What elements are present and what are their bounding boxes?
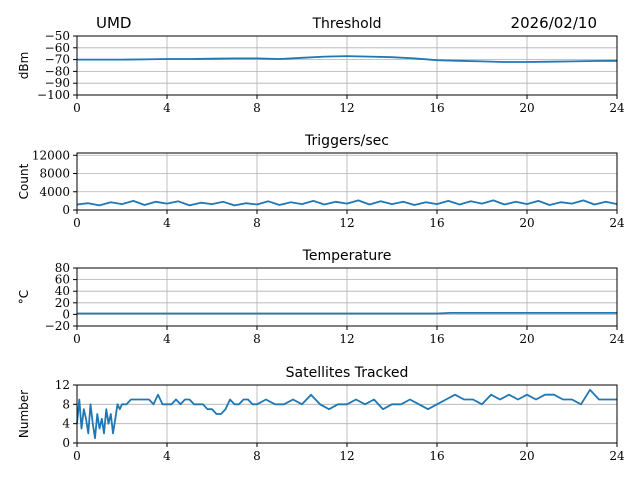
temperature-xtick-label-2: 8 xyxy=(253,332,261,346)
station-label: UMD xyxy=(96,14,131,32)
triggers-xtick-label-3: 12 xyxy=(339,216,354,230)
threshold-series-line-0 xyxy=(77,55,618,63)
threshold-xtick-label-1: 4 xyxy=(163,101,171,115)
satellites-ylabel: Number xyxy=(17,390,31,438)
temperature-ytick-label-1: 0 xyxy=(62,307,70,321)
threshold-xtick-label-4: 16 xyxy=(429,101,444,115)
triggers-xtick-label-4: 16 xyxy=(429,216,444,230)
temperature-title: Temperature xyxy=(302,248,392,264)
triggers-ytick-label-2: 8000 xyxy=(39,167,70,181)
triggers-panel: 0 4 8 12 16 20 24 0 4000 8000 12000 Triggers/sec Cou… xyxy=(17,133,625,230)
satellites-ytick-label-1: 4 xyxy=(62,417,70,431)
triggers-xtick-label-6: 24 xyxy=(609,216,625,230)
threshold-xtick-label-0: 0 xyxy=(73,101,81,115)
threshold-ytick-label-3: −70 xyxy=(45,53,70,67)
triggers-xtick-label-5: 20 xyxy=(519,216,534,230)
triggers-xtick-label-0: 0 xyxy=(73,216,81,230)
satellites-xtick-label-3: 12 xyxy=(339,449,354,463)
threshold-ytick-label-4: −60 xyxy=(45,41,70,55)
temperature-xtick-label-1: 4 xyxy=(163,332,171,346)
satellites-xtick-label-6: 24 xyxy=(609,449,625,463)
satellites-xtick-label-4: 16 xyxy=(429,449,444,463)
threshold-ytick-label-2: −80 xyxy=(45,64,70,78)
temperature-xtick-label-6: 24 xyxy=(609,332,625,346)
temperature-xtick-label-0: 0 xyxy=(73,332,81,346)
temperature-ylabel: °C xyxy=(17,290,31,304)
temperature-xtick-label-4: 16 xyxy=(429,332,444,346)
threshold-ylabel: dBm xyxy=(17,52,31,80)
date-label: 2026/02/10 xyxy=(511,14,597,32)
threshold-xtick-label-6: 24 xyxy=(609,101,625,115)
satellites-xtick-label-2: 8 xyxy=(253,449,261,463)
triggers-ytick-label-1: 4000 xyxy=(39,185,70,199)
triggers-ylabel: Count xyxy=(17,163,31,199)
threshold-ytick-label-1: −90 xyxy=(45,76,70,90)
temperature-xtick-label-3: 12 xyxy=(339,332,354,346)
satellites-xtick-label-5: 20 xyxy=(519,449,534,463)
threshold-ytick-label-5: −50 xyxy=(45,29,70,43)
threshold-ytick-label-0: −100 xyxy=(37,88,70,102)
satellites-xtick-label-0: 0 xyxy=(73,449,81,463)
triggers-title: Triggers/sec xyxy=(304,133,389,149)
triggers-ytick-label-3: 12000 xyxy=(32,148,70,162)
chart-panels: 0 4 8 12 16 20 24 −100−90−80−70−60−50 Threshold d… xyxy=(17,16,625,463)
threshold-panel: 0 4 8 12 16 20 24 −100−90−80−70−60−50 Threshold d… xyxy=(17,16,625,115)
satellites-title: Satellites Tracked xyxy=(286,365,409,381)
satellites-ytick-label-3: 12 xyxy=(55,378,70,392)
threshold-xtick-label-2: 8 xyxy=(253,101,261,115)
threshold-xtick-label-5: 20 xyxy=(519,101,534,115)
temperature-ytick-label-4: 60 xyxy=(55,273,70,287)
temperature-series-line-0 xyxy=(77,311,617,315)
temperature-ytick-label-5: 80 xyxy=(55,261,70,275)
temperature-ytick-label-2: 20 xyxy=(55,296,70,310)
triggers-xtick-label-2: 8 xyxy=(253,216,261,230)
satellites-panel: 0 4 8 12 16 20 24 0 4 8 12 Satellites Tracked Number xyxy=(17,365,625,463)
triggers-ytick-label-0: 0 xyxy=(62,203,70,217)
triggers-xtick-label-1: 4 xyxy=(163,216,171,230)
temperature-ytick-label-0: −20 xyxy=(45,319,70,333)
triggers-series-line-0 xyxy=(76,199,618,207)
threshold-xtick-label-3: 12 xyxy=(339,101,354,115)
satellites-ytick-label-0: 0 xyxy=(62,436,70,450)
threshold-title: Threshold xyxy=(312,16,382,32)
satellites-series-line-0 xyxy=(76,388,617,440)
temperature-xtick-label-5: 20 xyxy=(519,332,534,346)
satellites-ytick-label-2: 8 xyxy=(62,397,70,411)
temperature-ytick-label-3: 40 xyxy=(55,284,70,298)
satellites-xtick-label-1: 4 xyxy=(163,449,171,463)
